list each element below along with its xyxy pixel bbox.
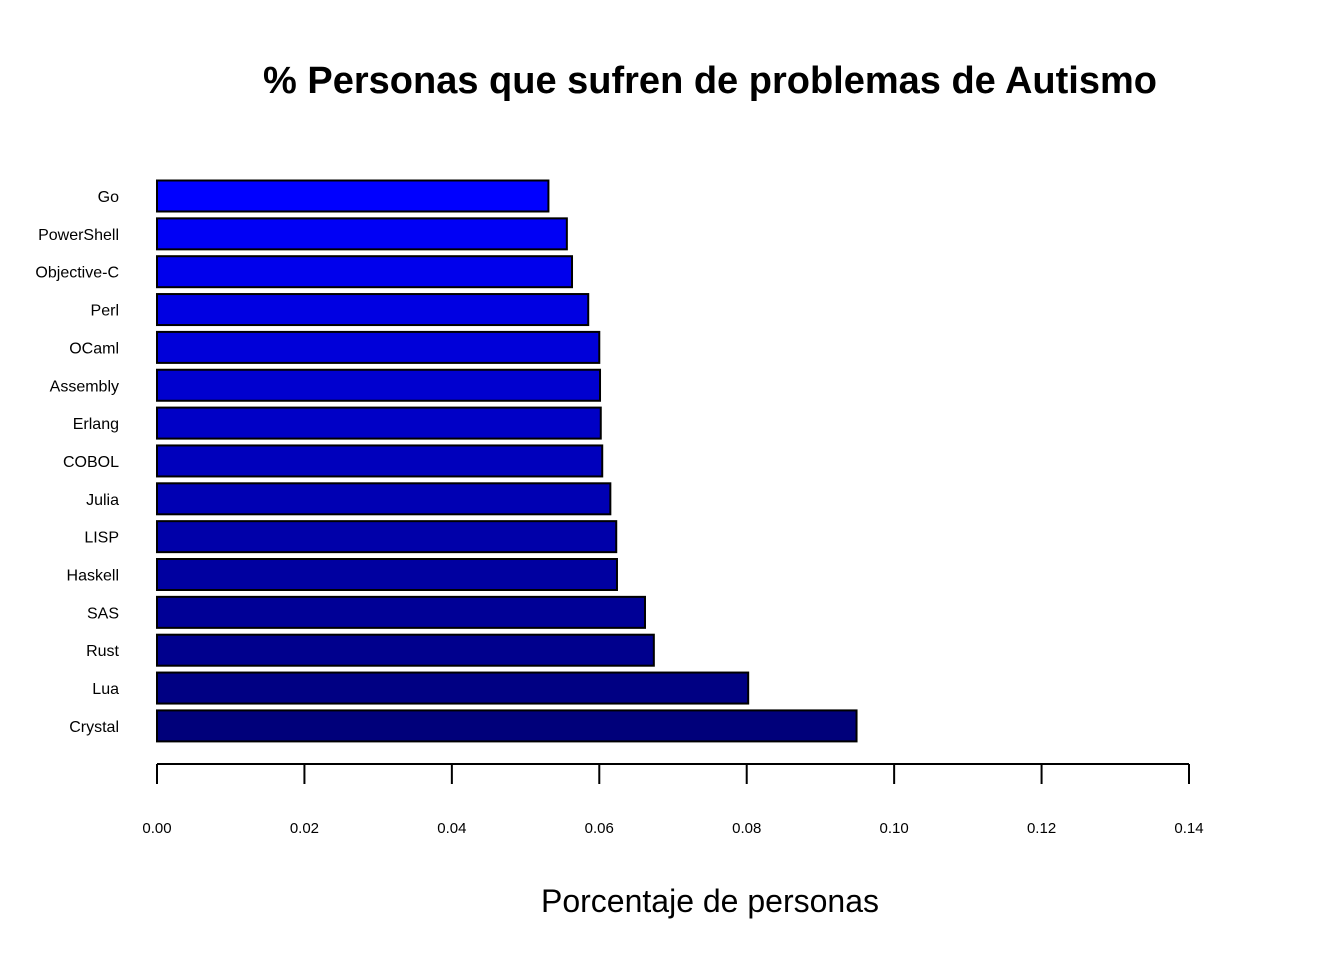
bar-rust [156,633,655,667]
category-label: COBOL [63,454,119,471]
bar-powershell [156,217,568,251]
bar-lisp [156,520,618,554]
chart-title: % Personas que sufren de problemas de Au… [263,60,1157,102]
category-label: Julia [86,492,119,509]
category-label: Rust [86,643,119,660]
bar-crystal [156,709,858,743]
x-tick-label: 0.02 [290,820,319,837]
category-label: PowerShell [38,227,119,244]
bar-objective-c [156,255,574,289]
category-label: Perl [91,303,119,320]
category-label: OCaml [69,340,119,357]
category-label: Erlang [73,416,119,433]
x-tick-label: 0.12 [1027,820,1056,837]
x-axis-title: Porcentaje de personas [541,883,879,919]
bar-lua [156,671,750,705]
category-label: SAS [87,605,119,622]
x-tick-label: 0.04 [437,820,466,837]
x-tick-label: 0.14 [1174,820,1203,837]
category-label: Lua [92,681,119,698]
category-label: Go [98,189,119,206]
bar-assembly [156,368,602,402]
bar-cobol [156,444,604,478]
category-label: Crystal [69,719,119,736]
category-label: LISP [84,530,119,547]
bar-perl [156,293,590,327]
x-axis: 0.00 0.02 0.04 0.06 0.08 0.10 0.12 0.14 [142,763,1204,837]
x-tick-label: 0.00 [142,820,171,837]
category-label: Assembly [50,378,119,395]
bar-ocaml [156,330,601,364]
bar-julia [156,482,612,516]
x-tick-label: 0.10 [880,820,909,837]
bar-sas [156,595,646,629]
bar-go [156,179,550,213]
category-label: Objective-C [35,265,119,282]
category-labels: Go PowerShell Objective-C Perl OCaml Assembly… [35,189,119,736]
category-label: Haskell [67,568,119,585]
bar-haskell [156,558,618,591]
bars-group [156,179,858,743]
x-tick-label: 0.08 [732,820,761,837]
bar-erlang [156,406,602,440]
x-tick-label: 0.06 [585,820,614,837]
